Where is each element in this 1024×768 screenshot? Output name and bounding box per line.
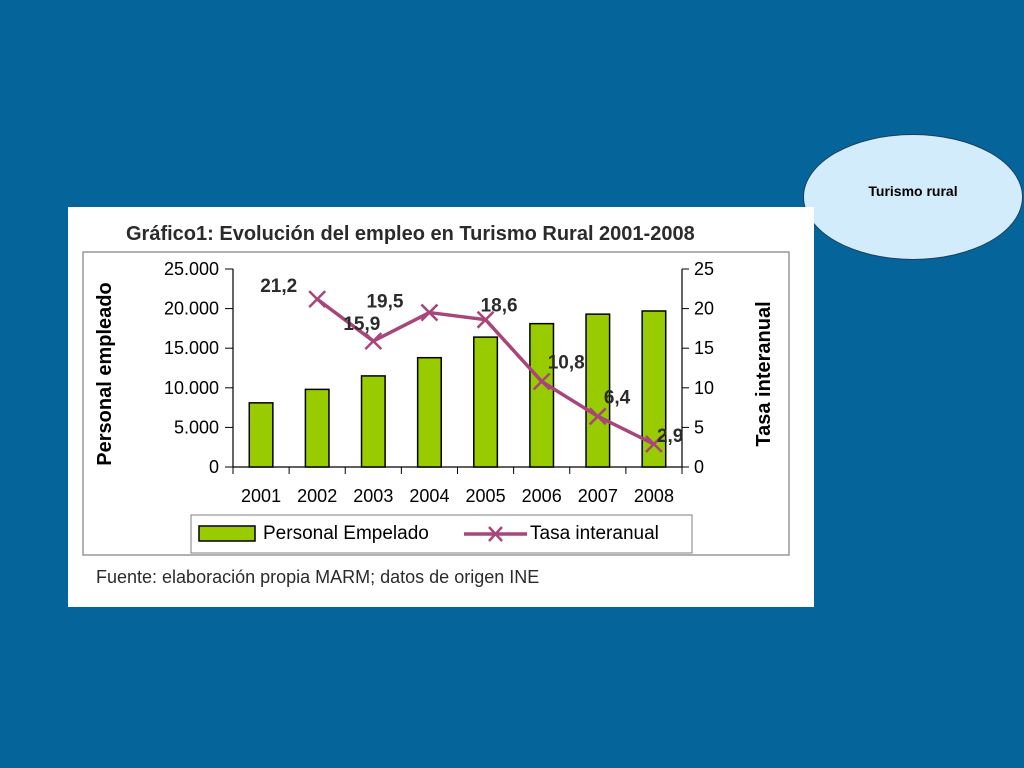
y2-tick-label: 0 (694, 457, 704, 477)
line-marker (308, 290, 327, 308)
x-tick-label: 2002 (297, 486, 337, 506)
y2-tick-label: 10 (694, 378, 714, 398)
axes: 0 0 5.000 5 10.000 10 15.000 15 20.000 20 25.000 25… (164, 259, 714, 506)
bar-series (248, 310, 667, 468)
line-marker (476, 310, 495, 329)
x-tick-label: 2006 (522, 486, 562, 506)
bar (416, 356, 442, 468)
y-axis-title: Personal empleado (94, 282, 116, 465)
y-tick-label: 5.000 (174, 417, 219, 437)
data-label: 18,6 (481, 296, 518, 317)
y2-axis-title: Tasa interanual (753, 301, 775, 446)
line-marker (420, 303, 439, 322)
y-tick-label: 10.000 (164, 378, 219, 398)
bar (585, 313, 611, 468)
data-label: 10,8 (548, 352, 585, 373)
x-tick-label: 2003 (353, 486, 393, 506)
y-tick-label: 0 (209, 457, 219, 477)
y2-tick-label: 15 (694, 338, 714, 358)
x-tick-label: 2005 (466, 486, 506, 506)
data-label: 15,9 (343, 314, 380, 335)
chart-frame (82, 251, 790, 556)
bar (360, 375, 386, 468)
topic-label: Turismo rural (868, 183, 958, 199)
bar (529, 322, 555, 468)
chart-figure: Gráfico1: Evolución del empleo en Turism… (68, 207, 814, 607)
chart-title: Gráfico1: Evolución del empleo en Turism… (126, 223, 695, 245)
line-marker (588, 407, 607, 426)
bar (641, 310, 667, 468)
line-marker (645, 435, 663, 453)
legend-line-marker (488, 526, 503, 542)
x-tick-label: 2004 (409, 486, 449, 506)
source-note: Fuente: elaboración propia MARM; datos d… (96, 567, 539, 587)
x-tick-label: 2008 (634, 486, 674, 506)
y-tick-label: 15.000 (164, 338, 219, 358)
legend-label-bars: Personal Empelado (263, 523, 429, 544)
data-label: 6,4 (604, 387, 631, 408)
y2-tick-label: 20 (694, 299, 714, 319)
legend: Personal Empelado Tasa interanual (190, 514, 693, 554)
line-series: 21,2 15,919,5 18,6 10,8 6,4 2,9 (260, 276, 683, 453)
data-label: 2,9 (657, 426, 683, 447)
bar (473, 336, 499, 468)
y2-tick-label: 25 (694, 259, 714, 279)
topic-ellipse: Turismo rural (803, 134, 1023, 260)
chart-svg: Gráfico1: Evolución del empleo en Turism… (82, 223, 790, 587)
y-tick-label: 20.000 (164, 299, 219, 319)
data-label: 19,5 (366, 292, 403, 313)
y-axis-title-group: Personal empleado (94, 282, 116, 465)
data-label: 21,2 (260, 276, 297, 297)
legend-label-line: Tasa interanual (530, 523, 659, 544)
bar (248, 402, 274, 468)
line-marker (364, 332, 383, 350)
bar (304, 388, 330, 468)
y-tick-label: 25.000 (164, 259, 219, 279)
x-tick-label: 2001 (241, 486, 281, 506)
line-marker (532, 372, 551, 391)
legend-bar-swatch (198, 525, 256, 542)
legend-box (190, 514, 693, 554)
x-tick-label: 2007 (578, 486, 618, 506)
y2-tick-label: 5 (694, 417, 704, 437)
